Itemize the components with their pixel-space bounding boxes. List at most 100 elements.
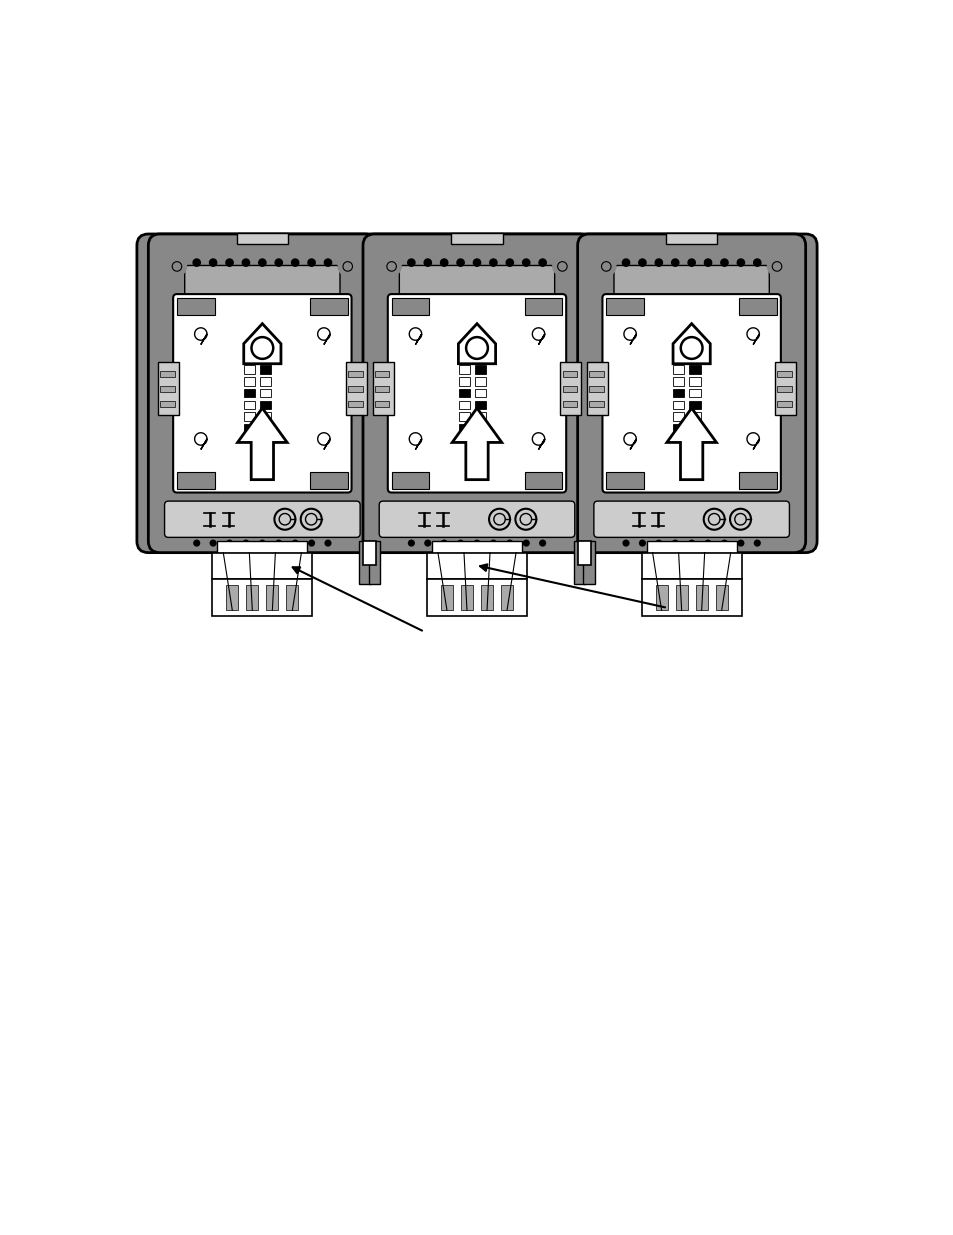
Bar (689, 400, 700, 409)
Bar (606, 298, 643, 315)
Circle shape (440, 259, 447, 267)
FancyBboxPatch shape (614, 266, 768, 309)
Circle shape (172, 515, 182, 525)
Circle shape (408, 540, 414, 546)
Bar (640, 579, 741, 615)
Bar (348, 400, 362, 408)
Circle shape (407, 259, 415, 267)
Circle shape (456, 259, 464, 267)
Circle shape (597, 257, 616, 275)
Circle shape (737, 259, 743, 267)
Circle shape (703, 259, 711, 267)
Circle shape (172, 262, 182, 272)
Bar (310, 472, 348, 489)
Circle shape (252, 337, 273, 359)
Circle shape (259, 540, 265, 546)
Bar (574, 541, 585, 584)
Bar (562, 400, 577, 408)
Bar (586, 362, 608, 415)
Circle shape (738, 540, 743, 546)
Bar (236, 233, 288, 245)
Circle shape (381, 510, 400, 530)
FancyBboxPatch shape (185, 266, 339, 309)
FancyBboxPatch shape (149, 233, 375, 552)
Circle shape (381, 257, 400, 275)
Bar (739, 472, 776, 489)
Bar (458, 377, 469, 385)
Bar (640, 552, 741, 579)
Bar (646, 541, 736, 552)
Bar (562, 370, 577, 378)
Circle shape (324, 259, 332, 267)
Bar (160, 400, 174, 408)
Polygon shape (666, 408, 716, 479)
Bar (689, 424, 700, 432)
Circle shape (473, 259, 480, 267)
FancyBboxPatch shape (137, 233, 816, 552)
Bar (475, 377, 485, 385)
Bar (345, 362, 366, 415)
Bar (562, 385, 577, 393)
Circle shape (275, 540, 281, 546)
Circle shape (343, 515, 353, 525)
Bar (451, 233, 502, 245)
Bar (675, 585, 687, 610)
Circle shape (656, 540, 661, 546)
Circle shape (688, 540, 694, 546)
Bar (673, 366, 683, 374)
Bar (260, 366, 271, 374)
Polygon shape (194, 327, 207, 345)
Bar (177, 298, 214, 315)
Circle shape (672, 540, 678, 546)
Circle shape (523, 540, 529, 546)
Bar (524, 472, 561, 489)
FancyBboxPatch shape (173, 294, 351, 493)
Circle shape (168, 510, 187, 530)
Bar (244, 424, 254, 432)
Bar (689, 377, 700, 385)
Bar (673, 412, 683, 421)
Bar (427, 552, 526, 579)
Bar (589, 400, 603, 408)
Circle shape (387, 515, 396, 525)
Circle shape (193, 259, 200, 267)
Bar (362, 541, 375, 566)
Bar (673, 377, 683, 385)
Circle shape (639, 540, 644, 546)
Bar (375, 370, 389, 378)
Bar (655, 585, 667, 610)
Bar (475, 412, 485, 421)
Circle shape (210, 540, 215, 546)
Circle shape (490, 540, 496, 546)
Circle shape (720, 259, 727, 267)
Bar (475, 400, 485, 409)
Circle shape (771, 262, 781, 272)
Bar (589, 385, 603, 393)
Circle shape (466, 337, 487, 359)
FancyBboxPatch shape (399, 266, 554, 309)
Bar (739, 298, 776, 315)
Bar (427, 579, 526, 615)
Bar (260, 389, 271, 398)
Bar (391, 298, 429, 315)
Circle shape (424, 540, 430, 546)
Bar (266, 585, 278, 610)
Bar (213, 579, 313, 615)
Circle shape (258, 259, 266, 267)
Bar (391, 472, 429, 489)
FancyBboxPatch shape (362, 233, 590, 552)
Bar (177, 472, 214, 489)
Bar (348, 385, 362, 393)
Polygon shape (672, 324, 709, 364)
Polygon shape (194, 432, 207, 450)
Circle shape (274, 259, 282, 267)
Bar (458, 424, 469, 432)
Bar (480, 585, 493, 610)
Circle shape (522, 259, 529, 267)
Bar (432, 541, 521, 552)
Circle shape (292, 259, 298, 267)
Bar (375, 400, 389, 408)
Bar (460, 585, 473, 610)
Polygon shape (746, 432, 759, 450)
Circle shape (292, 540, 297, 546)
